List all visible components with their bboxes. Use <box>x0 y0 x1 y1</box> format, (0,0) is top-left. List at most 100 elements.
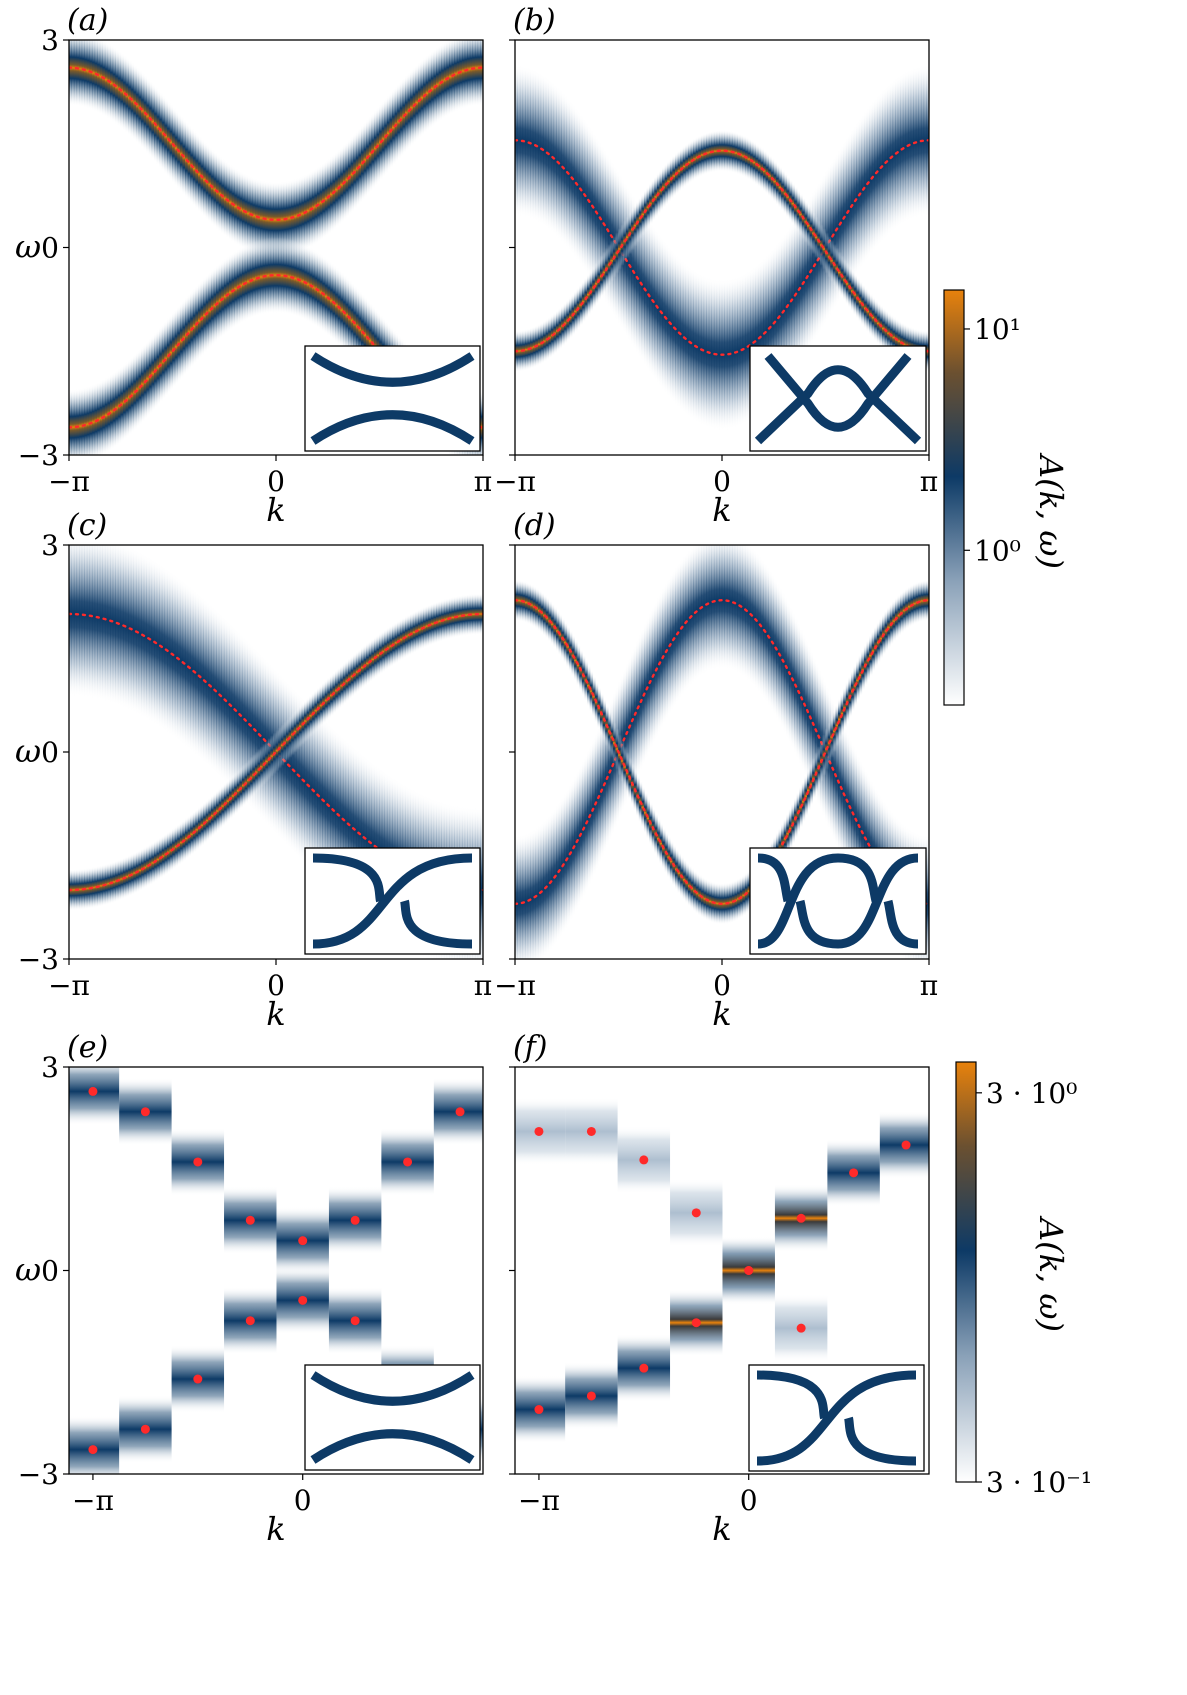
band-slice <box>897 320 901 362</box>
band-slice <box>151 558 155 724</box>
band-slice <box>646 797 650 839</box>
band-slice <box>270 735 274 777</box>
band-slice <box>247 175 251 252</box>
band-slice <box>97 40 101 114</box>
band-slice <box>156 329 160 406</box>
band-slice <box>672 155 676 197</box>
band-slice <box>703 878 707 920</box>
dispersion-curve-broad <box>69 612 483 892</box>
band-slice <box>706 545 710 673</box>
band-slice <box>185 817 189 860</box>
band-slice <box>91 545 96 700</box>
panel-a: −π 0 π 3 0 −3 (a) k ω <box>15 3 492 529</box>
band-slice <box>368 116 373 193</box>
dispersion-point <box>639 1155 649 1165</box>
band-slice <box>574 774 578 913</box>
band-slice <box>73 388 78 455</box>
band-slice <box>633 204 638 247</box>
band-slice <box>532 828 537 959</box>
band-slice <box>76 40 80 107</box>
band-slice <box>381 630 386 673</box>
band-slice <box>574 639 578 682</box>
band-slice <box>814 216 819 258</box>
band-slice <box>706 132 710 174</box>
dispersion-point <box>534 1405 544 1415</box>
band-slice <box>926 834 929 959</box>
band-slice <box>838 715 842 854</box>
band-slice <box>708 545 713 672</box>
y-tick-label: 3 <box>41 1051 59 1084</box>
band-slice <box>832 156 837 309</box>
band-slice <box>373 110 378 187</box>
band-slice <box>858 759 863 898</box>
band-slice <box>464 594 468 636</box>
y-axis-label: ω <box>15 1251 41 1289</box>
band-slice <box>581 117 586 270</box>
x-axis-label: k <box>266 1510 285 1548</box>
band-slice <box>517 579 521 622</box>
band-slice <box>770 248 775 401</box>
spectral-block <box>69 1415 120 1474</box>
band-slice <box>319 684 323 727</box>
x-tick-label: −π <box>494 969 536 1002</box>
inset-band-line-1 <box>754 365 922 445</box>
band-slice <box>537 323 542 366</box>
band-slice <box>376 634 380 677</box>
band-slice <box>239 247 243 324</box>
band-slice <box>563 621 568 664</box>
band-slice <box>566 626 570 668</box>
inset-band-line-2 <box>310 1429 475 1464</box>
band-slice <box>737 545 741 675</box>
dispersion-point <box>350 1215 360 1225</box>
band-slice <box>814 186 819 339</box>
band-slice <box>731 276 736 430</box>
band-slice <box>76 545 80 698</box>
band-slice <box>360 753 365 920</box>
band-slice <box>102 545 106 702</box>
band-slice <box>524 65 529 219</box>
band-slice <box>703 275 707 428</box>
panel-e: −π 0 3 0 −3 (e) k ω <box>15 1030 484 1548</box>
band-slice <box>192 130 197 207</box>
band-slice <box>425 605 430 647</box>
band-slice <box>543 320 547 362</box>
band-slice <box>480 389 483 455</box>
band-slice <box>788 606 793 745</box>
band-slice <box>902 589 907 632</box>
band-slice <box>592 675 596 718</box>
dispersion-curve-sharp <box>69 612 483 892</box>
y-axis-label: ω <box>15 228 41 266</box>
band-slice <box>78 545 83 698</box>
band-slice <box>524 832 529 959</box>
band-slice <box>319 254 323 331</box>
band-slice <box>203 141 207 218</box>
band-slice <box>589 670 594 712</box>
band-slice <box>597 140 601 293</box>
band-slice <box>744 545 749 680</box>
band-slice <box>641 627 645 766</box>
band-slice <box>115 370 119 447</box>
band-slice <box>141 346 145 423</box>
band-slice <box>120 545 124 708</box>
band-slice <box>744 271 749 424</box>
band-slice <box>138 849 142 892</box>
band-slice <box>94 545 98 700</box>
band-slice <box>739 134 744 176</box>
band-slice <box>897 74 901 228</box>
band-slice <box>799 193 803 236</box>
band-slice <box>568 100 573 253</box>
panel-c: −π 0 π 3 0 −3 (c) k ω <box>15 508 492 1033</box>
band-slice <box>260 654 264 820</box>
band-slice <box>871 630 876 672</box>
panel-f: −π 0 (f) k <box>509 1030 930 1548</box>
x-tick-label: 0 <box>267 969 285 1002</box>
band-slice <box>926 579 929 621</box>
band-slice <box>623 668 627 807</box>
band-slice <box>125 545 129 711</box>
band-slice <box>698 272 702 425</box>
band-slice <box>229 164 233 241</box>
band-slice <box>848 132 852 285</box>
band-slice <box>887 312 891 354</box>
band-slice <box>273 181 277 258</box>
band-slice <box>695 545 700 680</box>
